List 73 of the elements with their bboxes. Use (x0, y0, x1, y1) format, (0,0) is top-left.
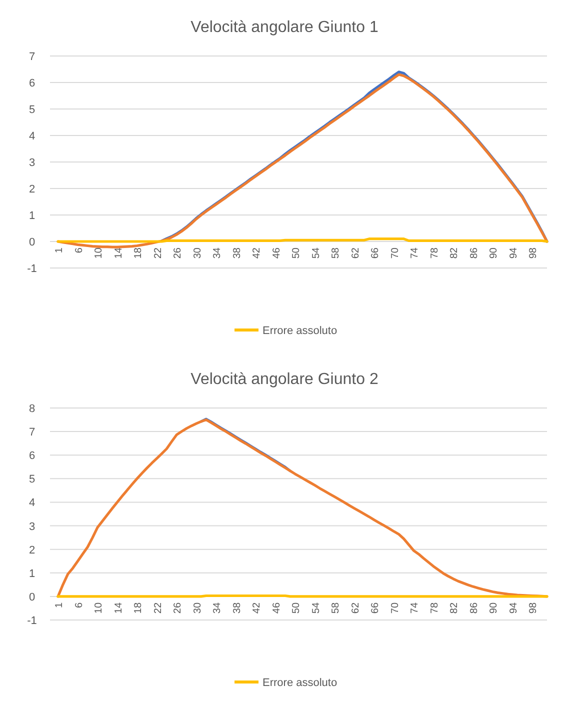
x-tick-label: 10 (94, 602, 105, 614)
y-tick-label: 0 (28, 236, 36, 248)
y-tick-label: -1 (27, 263, 37, 275)
x-tick-label: 26 (172, 247, 184, 259)
x-tick-label: 22 (152, 247, 164, 259)
x-tick-label: 98 (528, 602, 540, 614)
x-tick-label: 26 (172, 602, 184, 614)
x-tick-label: 54 (310, 247, 322, 259)
x-tick-label: 58 (330, 602, 342, 614)
x-tick-label: 82 (449, 247, 460, 259)
x-tick-label: 6 (74, 602, 85, 608)
x-tick-label: 46 (271, 247, 282, 259)
x-tick-label: 30 (192, 247, 204, 259)
y-tick-label: 0 (28, 591, 36, 604)
x-tick-label: 6 (74, 247, 85, 254)
x-tick-label: 38 (232, 602, 243, 614)
chart-title: Velocità angolare Giunto 1 (190, 19, 378, 36)
x-tick-label: 98 (528, 247, 540, 259)
x-tick-label: 74 (410, 602, 421, 614)
x-tick-label: 14 (113, 602, 124, 614)
x-tick-label: 70 (390, 602, 401, 614)
y-tick-label: 2 (28, 184, 36, 196)
x-tick-label: 34 (212, 602, 224, 614)
x-tick-label: 66 (370, 602, 382, 614)
y-tick-label: 5 (28, 474, 36, 486)
x-tick-label: 42 (252, 602, 263, 614)
x-tick-label: 50 (291, 602, 302, 614)
x-tick-label: 42 (252, 247, 263, 259)
x-tick-label: 86 (468, 247, 480, 259)
y-tick-label: 1 (28, 568, 36, 580)
x-tick-label: 78 (429, 247, 440, 259)
x-tick-label: 66 (370, 247, 382, 259)
x-tick-label: 50 (291, 247, 302, 259)
x-tick-label: 58 (330, 247, 342, 259)
y-tick-label: 7 (28, 426, 36, 439)
x-tick-label: 82 (449, 602, 460, 614)
x-tick-label: 70 (390, 247, 401, 259)
x-tick-label: 10 (94, 247, 105, 259)
x-tick-label: 46 (271, 602, 282, 614)
legend-label: Errore assoluto (262, 677, 338, 689)
y-tick-label: 8 (28, 403, 36, 415)
x-tick-label: 90 (488, 247, 500, 259)
x-tick-label: 74 (410, 247, 421, 259)
x-tick-label: 1 (54, 602, 65, 608)
x-tick-label: 86 (468, 602, 480, 614)
x-tick-label: 18 (133, 602, 144, 614)
y-tick-label: 6 (28, 78, 36, 90)
y-tick-label: -1 (27, 615, 37, 627)
y-tick-label: 5 (28, 104, 36, 116)
x-tick-label: 90 (488, 602, 500, 614)
y-tick-label: 4 (28, 497, 36, 510)
x-tick-label: 94 (508, 247, 520, 259)
legend-label: Errore assoluto (262, 325, 338, 337)
x-tick-label: 18 (133, 247, 144, 259)
x-tick-label: 94 (508, 602, 520, 614)
x-tick-label: 78 (429, 602, 440, 614)
y-tick-label: 1 (28, 210, 36, 222)
x-tick-label: 62 (350, 602, 362, 614)
y-tick-label: 6 (28, 450, 36, 462)
x-tick-label: 54 (310, 602, 322, 614)
x-tick-label: 34 (212, 247, 224, 259)
x-tick-label: 30 (192, 602, 204, 614)
chart-title: Velocità angolare Giunto 2 (190, 371, 378, 388)
y-tick-label: 3 (28, 157, 36, 169)
y-tick-label: 7 (28, 51, 36, 63)
x-tick-label: 22 (152, 602, 164, 614)
y-tick-label: 3 (28, 520, 36, 533)
x-tick-label: 1 (54, 247, 65, 254)
y-tick-label: 2 (28, 544, 36, 556)
x-tick-label: 62 (350, 247, 362, 259)
y-tick-label: 4 (28, 130, 36, 142)
x-tick-label: 38 (232, 247, 243, 259)
x-tick-label: 14 (113, 247, 124, 259)
